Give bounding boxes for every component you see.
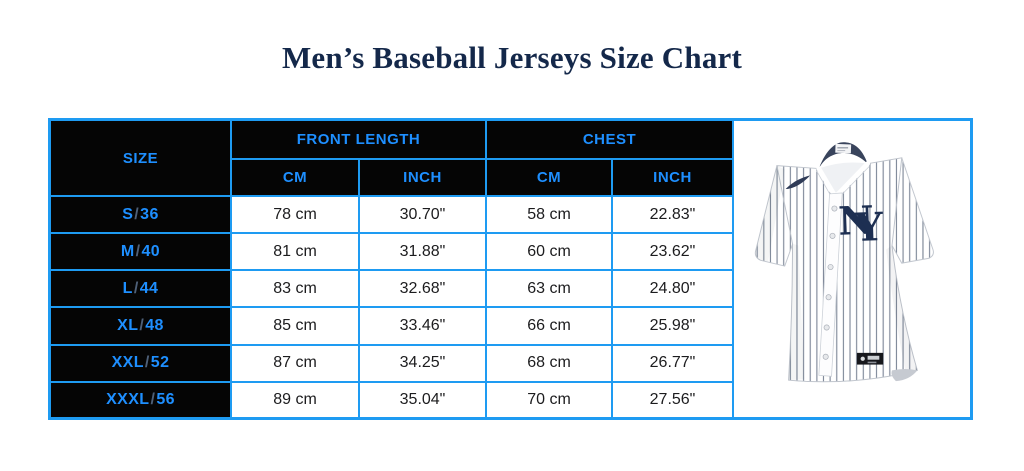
size-slash: / [150, 390, 156, 408]
button [823, 324, 830, 331]
cell-chest-cm: 58 cm [485, 194, 613, 235]
size-number: 40 [141, 242, 161, 260]
hem-curl [891, 368, 918, 382]
col-header-front-length: FRONT LENGTH [230, 120, 487, 160]
cell-front-cm: 78 cm [230, 194, 360, 235]
size-slash: / [135, 242, 141, 260]
button [831, 205, 838, 212]
size-prefix: L [122, 279, 133, 297]
cell-chest-inch: 25.98" [611, 306, 733, 346]
button [827, 264, 834, 271]
cell-front-inch: 34.25" [358, 343, 487, 383]
cell-chest-cm: 66 cm [485, 306, 613, 346]
cell-chest-cm: 68 cm [485, 343, 613, 383]
jersey-image: N Y [754, 142, 934, 383]
table-row: XXL/52 87 cm 34.25" 68 cm 26.77" [50, 343, 733, 383]
button [825, 294, 832, 301]
cell-front-cm: 85 cm [230, 306, 360, 346]
cell-front-cm: 81 cm [230, 232, 360, 272]
size-label: L/44 [50, 269, 232, 309]
size-label: XXXL/56 [50, 380, 232, 419]
cell-front-cm: 87 cm [230, 343, 360, 383]
size-slash: / [144, 354, 150, 372]
placket-buttons [822, 205, 838, 360]
cell-chest-cm: 70 cm [485, 380, 613, 419]
page-title: Men’s Baseball Jerseys Size Chart [281, 40, 743, 75]
size-prefix: S [122, 205, 134, 223]
cell-front-inch: 30.70" [358, 194, 487, 235]
cell-front-cm: 83 cm [230, 269, 360, 309]
size-slash: / [133, 279, 139, 297]
header-units-row: CM INCH CM INCH [51, 158, 733, 197]
cell-chest-inch: 26.77" [611, 343, 733, 383]
cell-chest-inch: 22.83" [611, 194, 733, 235]
ny-logo-y: Y [853, 204, 885, 251]
nike-swoosh-icon [785, 175, 811, 190]
size-prefix: M [120, 242, 135, 260]
cell-chest-cm: 60 cm [485, 232, 613, 272]
jersey-torso [776, 157, 918, 383]
table-row: XXXL/56 89 cm 35.04" 70 cm 27.56" [50, 380, 733, 419]
size-number: 36 [140, 205, 159, 223]
col-header-chest-cm: CM [485, 158, 613, 197]
size-label: XXL/52 [50, 343, 232, 383]
header-group-row: SIZE FRONT LENGTH CHEST [50, 120, 733, 197]
size-number: 48 [145, 316, 164, 334]
jersey-left-sleeve [754, 165, 794, 267]
cell-chest-inch: 27.56" [611, 380, 733, 419]
size-label: S/36 [50, 194, 232, 235]
cell-front-cm: 89 cm [230, 380, 360, 419]
size-number: 56 [156, 390, 175, 408]
cell-chest-cm: 63 cm [485, 269, 613, 309]
jersey-body: N Y [754, 142, 934, 383]
cell-front-inch: 33.46" [358, 306, 487, 346]
size-table: SIZE FRONT LENGTH CHEST CM INCH CM INCH … [50, 120, 733, 419]
table-row: M/40 81 cm 31.88" 60 cm 23.62" [50, 232, 733, 272]
button-placket [818, 192, 843, 377]
col-header-chest-inch: INCH [611, 158, 733, 197]
size-slash: / [134, 205, 140, 223]
ny-logo: N Y [838, 197, 885, 251]
table-row: XL/48 85 cm 33.46" 66 cm 25.98" [50, 306, 733, 346]
button [822, 353, 829, 360]
ny-logo-n: N [838, 197, 875, 244]
size-label: M/40 [50, 232, 232, 272]
size-number: 44 [139, 279, 159, 297]
size-prefix: XXL [111, 354, 144, 372]
collar [818, 142, 868, 169]
table-row: L/44 83 cm 32.68" 63 cm 24.80" [50, 269, 733, 309]
cell-front-inch: 35.04" [358, 380, 487, 419]
neck-label [835, 143, 852, 154]
size-prefix: XXXL [106, 390, 150, 408]
col-header-chest: CHEST [485, 120, 733, 160]
cell-front-inch: 32.68" [358, 269, 487, 309]
jersey-right-sleeve [890, 157, 934, 264]
size-number: 52 [150, 354, 170, 372]
cell-front-inch: 31.88" [358, 232, 487, 272]
size-chart: SIZE FRONT LENGTH CHEST CM INCH CM INCH … [48, 118, 973, 420]
jersey-panel: N Y [732, 121, 970, 417]
size-label: XL/48 [50, 306, 232, 346]
size-slash: / [139, 316, 145, 334]
cell-chest-inch: 23.62" [611, 232, 733, 272]
size-prefix: XL [117, 316, 139, 334]
button [829, 232, 836, 239]
col-header-front-inch: INCH [358, 158, 487, 197]
col-header-size: SIZE [50, 120, 232, 197]
cell-chest-inch: 24.80" [611, 269, 733, 309]
col-header-front-cm: CM [230, 158, 360, 197]
jock-tag [856, 352, 884, 365]
table-row: S/36 78 cm 30.70" 58 cm 22.83" [50, 194, 733, 235]
